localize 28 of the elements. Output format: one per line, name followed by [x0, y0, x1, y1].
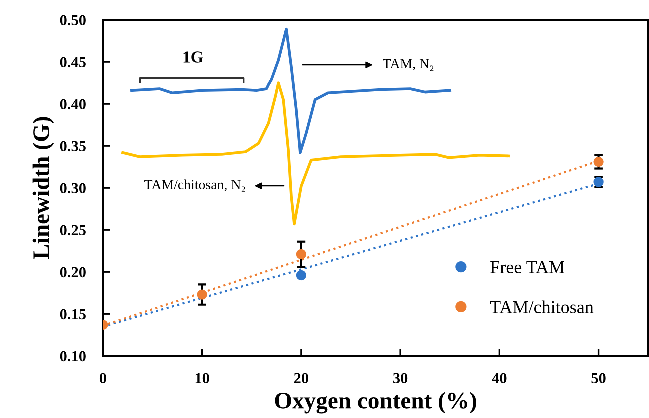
- annotation: TAM/chitosan, N₂: [144, 180, 246, 192]
- y-tick-label: 0.20: [60, 267, 86, 278]
- y-tick-label: 0.45: [60, 57, 86, 68]
- annotation: TAM, N₂: [383, 59, 434, 72]
- x-tick-label: 10: [196, 373, 210, 384]
- x-tick-label: 30: [393, 373, 408, 384]
- point: [296, 249, 307, 260]
- point: [296, 270, 307, 281]
- y-tick-label: 0.50: [60, 15, 86, 26]
- y-axis-title: Linewidth (G): [32, 117, 54, 260]
- legend-label: TAM/chitosan: [490, 300, 594, 314]
- y-tick-label: 0.25: [60, 225, 86, 236]
- annotation: 1G: [184, 52, 204, 63]
- x-tick-label: 50: [592, 373, 606, 384]
- y-tick-label: 0.40: [60, 99, 86, 110]
- y-tick-label: 0.35: [60, 141, 86, 152]
- line-series: [122, 82, 510, 226]
- x-tick-label: 0: [100, 373, 106, 384]
- y-tick-label: 0.15: [60, 309, 86, 320]
- legend-label: Free TAM: [490, 261, 564, 274]
- x-tick-label: 20: [294, 373, 308, 384]
- line-series: [130, 28, 452, 154]
- point: [594, 156, 604, 168]
- point: [197, 290, 208, 300]
- x-axis-title: Oxygen content (%): [275, 392, 476, 414]
- y-tick-label: 0.30: [60, 183, 86, 194]
- y-tick-label: 0.10: [60, 351, 86, 362]
- x-tick-label: 40: [492, 373, 507, 384]
